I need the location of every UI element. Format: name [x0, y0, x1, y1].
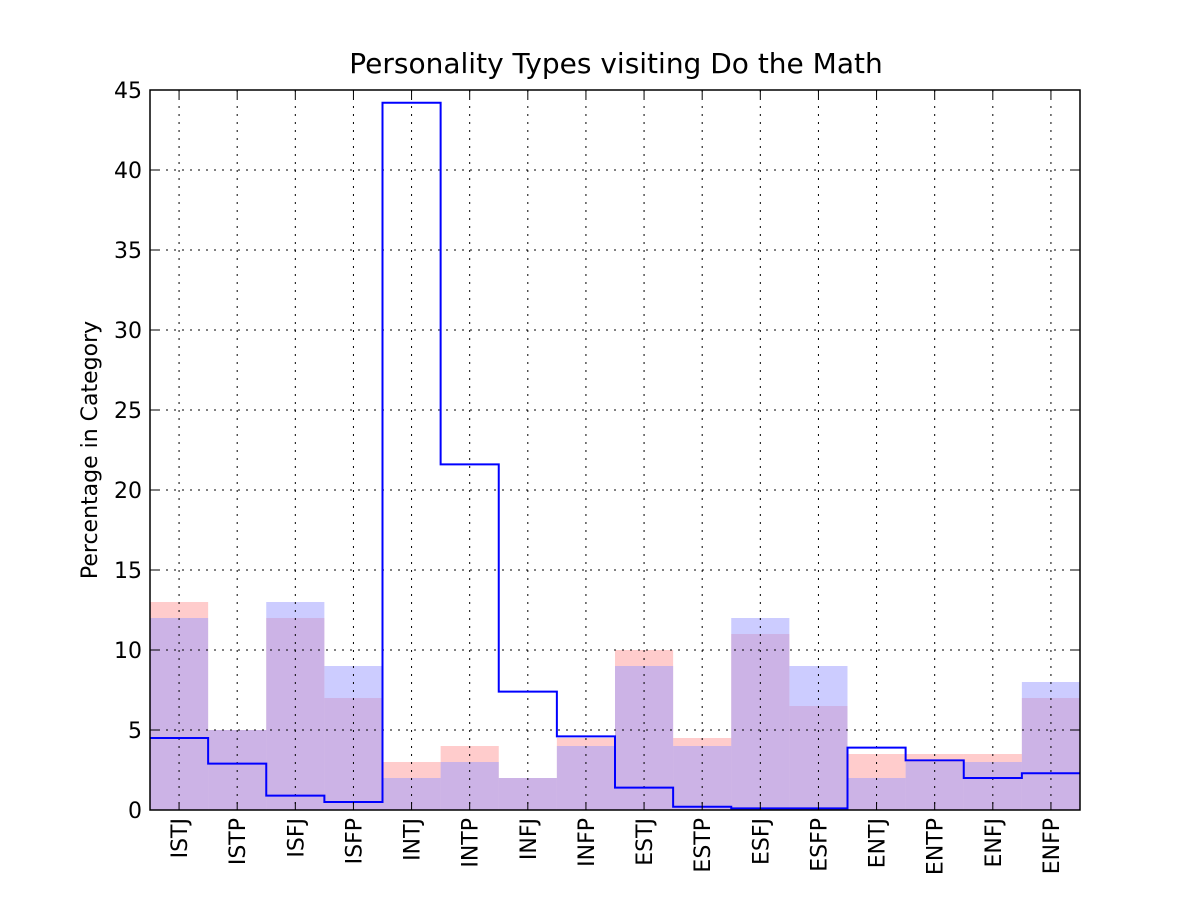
plot-frame: [149, 89, 1081, 811]
chart-title: Personality Types visiting Do the Math: [349, 47, 882, 80]
x-tick-label: ENFP: [1040, 818, 1065, 874]
y-tick-label: 15: [114, 559, 142, 584]
x-tick-label: ESFP: [807, 818, 832, 872]
x-tick-label: ENTP: [924, 818, 949, 875]
x-tick-label: INFP: [575, 818, 600, 867]
grid-layer: [150, 90, 1080, 810]
x-tick-label: ESFJ: [749, 818, 774, 865]
x-tick-label: INTP: [459, 818, 484, 868]
y-axis-label: Percentage in Category: [78, 321, 103, 579]
y-tick-label: 40: [114, 159, 142, 184]
x-tick-label: ENFJ: [982, 818, 1007, 868]
y-tick-label: 20: [114, 479, 142, 504]
x-tick-label: ISFJ: [284, 818, 309, 858]
x-tick-label: ESTP: [691, 818, 716, 873]
x-tick-label: ISTP: [226, 818, 251, 865]
y-tick-label: 5: [128, 719, 142, 744]
y-tick-label: 30: [114, 319, 142, 344]
x-tick-label: ISFP: [342, 818, 367, 864]
y-tick-label: 0: [128, 799, 142, 824]
x-tick-label: ESTJ: [633, 818, 658, 866]
y-tick-label: 35: [114, 239, 142, 264]
bars-layer: [150, 602, 1080, 810]
blue-step-line: [150, 101, 1080, 810]
x-tick-label: ISTJ: [168, 818, 193, 858]
step-line-layer: [150, 101, 1080, 810]
x-tick-label: INFJ: [517, 818, 542, 860]
x-tick-label: ENTJ: [866, 818, 891, 868]
y-tick-label: 10: [114, 639, 142, 664]
y-tick-label: 45: [114, 79, 142, 104]
axes-layer: 0 5 10 15 20 25 30 35 40 45 ISTJ ISTP ISFJ ISFP INTJ IN…: [114, 79, 1081, 875]
x-tick-label: INTJ: [401, 818, 426, 861]
y-tick-label: 25: [114, 399, 142, 424]
